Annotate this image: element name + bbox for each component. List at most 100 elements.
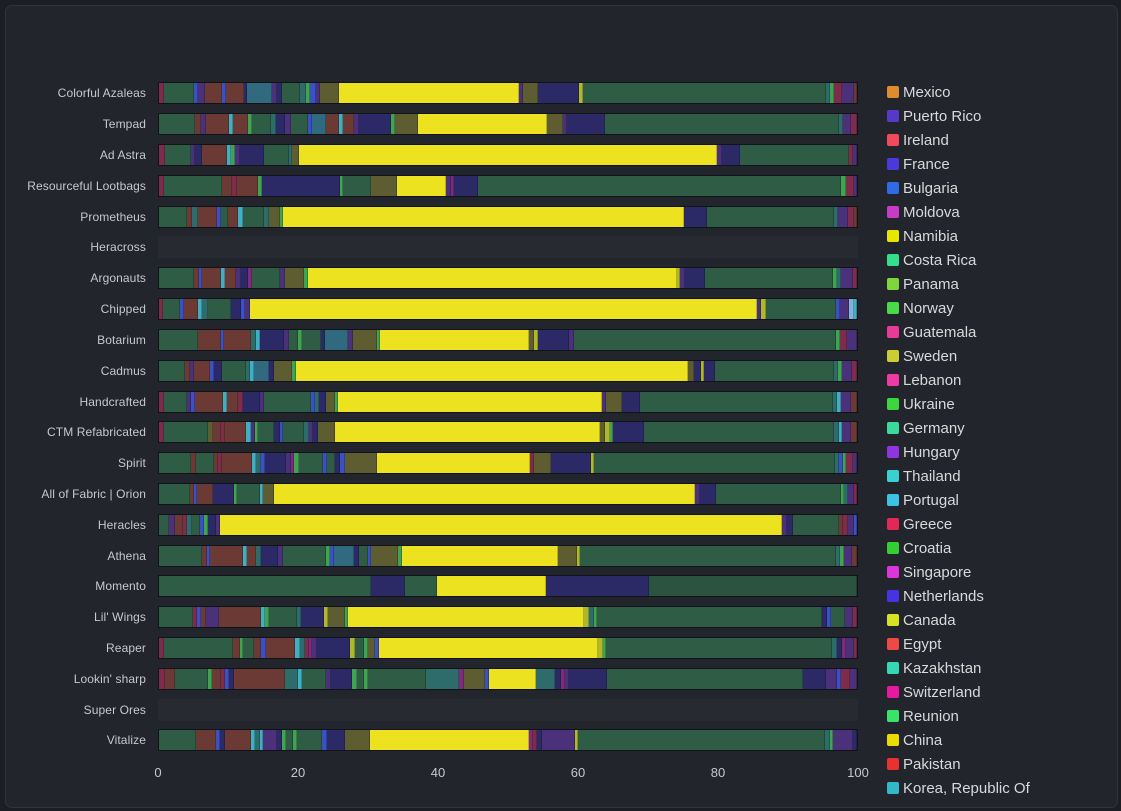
bar-segment[interactable] [217,206,221,227]
bar-segment[interactable] [538,329,569,350]
bar-segment[interactable] [842,514,848,535]
bar-segment[interactable] [547,114,563,135]
bar-segment[interactable] [601,391,607,412]
bar-segment[interactable] [261,453,265,474]
bar-segment[interactable] [212,483,234,504]
bar-segment[interactable] [578,730,825,751]
bar-segment[interactable] [285,730,293,751]
bar-segment[interactable] [278,545,284,566]
stacked-bar[interactable] [158,82,858,105]
bar-segment[interactable] [260,483,264,504]
bar-segment[interactable] [853,483,858,504]
bar-segment[interactable] [835,329,840,350]
bar-segment[interactable] [715,483,841,504]
bar-segment[interactable] [836,638,843,659]
bar-segment[interactable] [258,422,274,443]
bar-segment[interactable] [339,175,344,196]
bar-segment[interactable] [159,268,195,289]
bar-segment[interactable] [566,114,606,135]
bar-segment[interactable] [284,329,290,350]
bar-segment[interactable] [250,299,757,320]
bar-segment[interactable] [355,638,364,659]
bar-segment[interactable] [233,483,238,504]
legend-item[interactable]: Kazakhstan [887,656,1121,680]
legend-item[interactable]: Norway [887,296,1121,320]
bar-segment[interactable] [330,668,353,689]
bar-segment[interactable] [241,268,249,289]
bar-segment[interactable] [307,268,677,289]
bar-segment[interactable] [260,638,266,659]
legend-item[interactable]: Portugal [887,488,1121,512]
bar-segment[interactable] [829,730,834,751]
bar-segment[interactable] [159,730,197,751]
bar-segment[interactable] [277,730,283,751]
bar-segment[interactable] [326,114,339,135]
bar-segment[interactable] [206,545,211,566]
bar-segment[interactable] [326,453,336,474]
bar-segment[interactable] [335,453,340,474]
bar-segment[interactable] [359,114,391,135]
bar-segment[interactable] [326,730,345,751]
bar-segment[interactable] [714,360,834,381]
bar-segment[interactable] [310,391,316,412]
stacked-bar[interactable] [158,267,858,290]
bar-segment[interactable] [842,422,852,443]
bar-segment[interactable] [489,668,537,689]
legend-item[interactable]: Moldova [887,200,1121,224]
bar-segment[interactable] [159,83,164,104]
bar-segment[interactable] [348,329,354,350]
bar-segment[interactable] [324,329,349,350]
bar-segment[interactable] [684,206,708,227]
bar-segment[interactable] [251,453,257,474]
bar-segment[interactable] [845,175,854,196]
bar-segment[interactable] [190,453,196,474]
bar-segment[interactable] [225,83,244,104]
bar-segment[interactable] [163,422,209,443]
bar-segment[interactable] [294,453,299,474]
bar-segment[interactable] [159,175,164,196]
bar-segment[interactable] [238,206,243,227]
bar-segment[interactable] [279,422,284,443]
bar-segment[interactable] [284,268,305,289]
legend-item[interactable]: Croatia [887,536,1121,560]
bar-segment[interactable] [290,453,295,474]
bar-segment[interactable] [555,668,562,689]
bar-segment[interactable] [782,514,787,535]
bar-segment[interactable] [212,422,222,443]
bar-segment[interactable] [222,175,232,196]
bar-segment[interactable] [200,114,207,135]
legend-item[interactable]: Ukraine [887,392,1121,416]
bar-segment[interactable] [848,145,853,166]
bar-segment[interactable] [594,453,836,474]
bar-segment[interactable] [851,391,858,412]
bar-segment[interactable] [606,391,622,412]
bar-segment[interactable] [835,453,840,474]
bar-segment[interactable] [168,514,175,535]
bar-segment[interactable] [844,483,848,504]
bar-segment[interactable] [187,514,193,535]
bar-segment[interactable] [842,83,855,104]
bar-segment[interactable] [606,638,833,659]
bar-segment[interactable] [848,299,854,320]
bar-segment[interactable] [835,545,840,566]
bar-segment[interactable] [233,668,285,689]
bar-segment[interactable] [263,206,270,227]
bar-segment[interactable] [282,730,286,751]
bar-segment[interactable] [838,114,844,135]
bar-segment[interactable] [228,114,233,135]
bar-segment[interactable] [832,268,838,289]
bar-segment[interactable] [850,668,858,689]
bar-segment[interactable] [833,730,853,751]
bar-segment[interactable] [840,175,846,196]
bar-segment[interactable] [561,668,565,689]
bar-segment[interactable] [562,114,567,135]
bar-segment[interactable] [367,668,426,689]
bar-segment[interactable] [254,422,259,443]
bar-segment[interactable] [237,483,260,504]
bar-segment[interactable] [265,638,296,659]
bar-segment[interactable] [852,545,857,566]
bar-segment[interactable] [546,576,649,597]
bar-segment[interactable] [251,114,272,135]
bar-segment[interactable] [308,114,313,135]
legend-item[interactable]: Singapore [887,560,1121,584]
